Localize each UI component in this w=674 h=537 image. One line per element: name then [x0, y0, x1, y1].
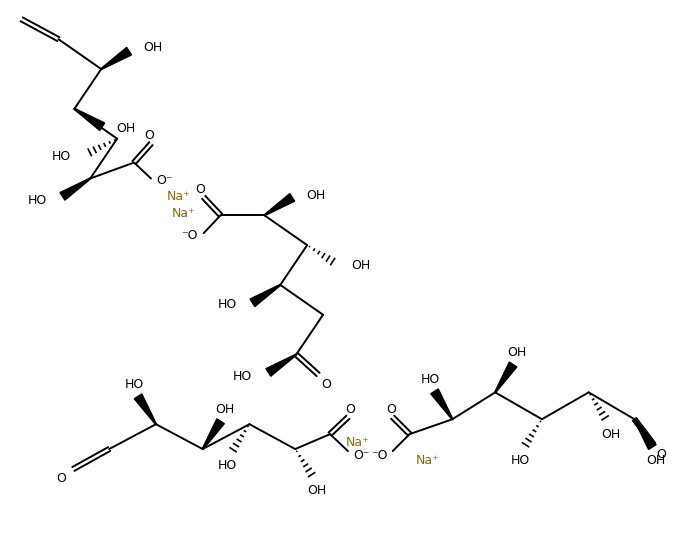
Text: OH: OH — [647, 454, 666, 468]
Text: ⁻O: ⁻O — [371, 448, 388, 461]
Text: HO: HO — [217, 299, 237, 311]
Text: HO: HO — [27, 194, 47, 207]
Text: Na⁺: Na⁺ — [416, 454, 439, 468]
Text: OH: OH — [116, 122, 135, 135]
Text: O⁻: O⁻ — [353, 448, 369, 461]
Polygon shape — [60, 178, 90, 200]
Text: O: O — [144, 129, 154, 142]
Text: HO: HO — [52, 150, 71, 163]
Polygon shape — [431, 389, 453, 419]
Text: Na⁺: Na⁺ — [167, 190, 191, 203]
Text: Na⁺: Na⁺ — [346, 436, 370, 448]
Text: HO: HO — [510, 454, 530, 468]
Polygon shape — [202, 419, 224, 449]
Polygon shape — [250, 285, 280, 307]
Text: O: O — [386, 403, 396, 416]
Text: OH: OH — [601, 427, 620, 441]
Text: O: O — [321, 378, 331, 391]
Polygon shape — [266, 354, 297, 376]
Text: HO: HO — [125, 378, 144, 391]
Text: Na⁺: Na⁺ — [172, 207, 195, 220]
Text: OH: OH — [306, 189, 326, 202]
Text: HO: HO — [421, 373, 440, 386]
Text: ⁻O: ⁻O — [181, 229, 197, 242]
Text: O: O — [57, 473, 66, 485]
Text: O: O — [195, 183, 205, 196]
Polygon shape — [634, 419, 656, 449]
Text: O⁻: O⁻ — [156, 174, 173, 187]
Text: O: O — [345, 403, 355, 416]
Polygon shape — [74, 108, 104, 130]
Text: OH: OH — [215, 403, 234, 416]
Text: OH: OH — [143, 41, 162, 54]
Text: OH: OH — [508, 346, 526, 359]
Text: OH: OH — [351, 258, 370, 272]
Text: HO: HO — [218, 460, 237, 473]
Text: HO: HO — [233, 370, 253, 383]
Polygon shape — [101, 47, 131, 69]
Polygon shape — [495, 362, 517, 393]
Text: O: O — [656, 447, 667, 461]
Polygon shape — [264, 194, 295, 216]
Polygon shape — [134, 394, 156, 424]
Text: OH: OH — [307, 484, 327, 497]
